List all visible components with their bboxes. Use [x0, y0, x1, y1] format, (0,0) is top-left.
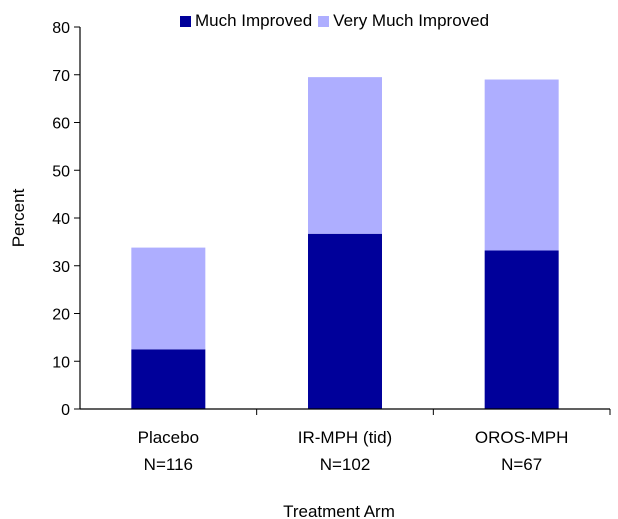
bar-much-improved: [484, 250, 559, 409]
y-tick-label: 80: [52, 20, 70, 37]
legend-label-much-improved: Much Improved: [195, 11, 313, 30]
y-tick-label: 70: [52, 68, 70, 85]
x-category-n-label: N=102: [320, 455, 371, 474]
legend: Much Improved Very Much Improved: [180, 11, 495, 31]
legend-item-very-much-improved: Very Much Improved: [318, 11, 489, 31]
x-category-n-label: N=116: [144, 455, 193, 474]
x-category-n-label: N=67: [501, 455, 542, 474]
bar-very-much-improved: [131, 247, 206, 350]
x-category-label: Placebo: [138, 428, 199, 447]
y-tick-label: 20: [52, 307, 70, 324]
legend-item-much-improved: Much Improved: [180, 11, 312, 31]
bar-much-improved: [131, 349, 206, 409]
y-tick-label: 50: [52, 163, 70, 180]
x-category-label: IR-MPH (tid): [298, 428, 392, 447]
bar-very-much-improved: [484, 79, 559, 251]
bar-much-improved: [308, 233, 382, 409]
y-axis-title: Percent: [9, 188, 28, 247]
y-tick-label: 30: [52, 259, 70, 276]
y-tick-label: 40: [52, 211, 70, 228]
y-tick-label: 10: [52, 354, 70, 371]
y-tick-label: 60: [52, 116, 70, 133]
legend-swatch-much-improved: [180, 15, 191, 27]
legend-label-very-much-improved: Very Much Improved: [333, 11, 490, 30]
x-axis-title: Treatment Arm: [283, 502, 395, 519]
y-tick-label: 0: [61, 402, 70, 419]
x-category-label: OROS-MPH: [475, 428, 569, 447]
bar-very-much-improved: [308, 77, 382, 234]
legend-swatch-very-much-improved: [318, 15, 330, 27]
